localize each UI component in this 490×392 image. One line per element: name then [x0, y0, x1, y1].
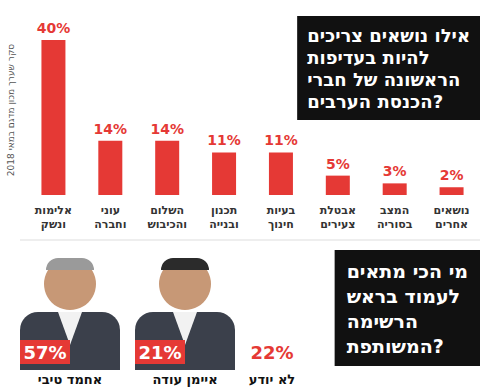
svg-text:המצב: המצב: [380, 204, 409, 217]
svg-text:אילו נושאים צריכים: אילו נושאים צריכים: [307, 25, 470, 46]
svg-text:3%: 3%: [383, 163, 407, 179]
svg-text:הכנסת הערבים?: הכנסת הערבים?: [307, 91, 443, 112]
svg-text:57%: 57%: [23, 342, 66, 363]
svg-text:ונשק: ונשק: [41, 218, 66, 231]
svg-text:והכיבוש: והכיבוש: [147, 218, 187, 231]
svg-text:14%: 14%: [94, 121, 128, 137]
svg-text:2%: 2%: [440, 167, 464, 183]
svg-text:11%: 11%: [264, 132, 298, 148]
svg-text:חינוך: חינוך: [268, 218, 294, 231]
svg-text:22%: 22%: [250, 342, 293, 363]
svg-text:5%: 5%: [326, 156, 350, 172]
svg-text:הרשימה: הרשימה: [347, 310, 418, 332]
svg-text:להיות בעדיפות: להיות בעדיפות: [307, 47, 429, 68]
svg-text:תכנון: תכנון: [211, 204, 237, 217]
svg-text:14%: 14%: [150, 121, 184, 137]
svg-text:איימן עודה: איימן עודה: [152, 372, 217, 387]
svg-text:לעמוד בראש: לעמוד בראש: [347, 285, 460, 307]
svg-text:לא יודע: לא יודע: [249, 372, 295, 387]
svg-text:אחמד טיבי: אחמד טיבי: [38, 372, 102, 387]
svg-text:השלום: השלום: [150, 204, 184, 217]
svg-text:בסוריה: בסוריה: [377, 218, 413, 231]
svg-text:11%: 11%: [207, 132, 241, 148]
svg-text:21%: 21%: [138, 342, 181, 363]
svg-text:המשותפת?: המשותפת?: [347, 335, 444, 357]
svg-text:מי הכי מתאים: מי הכי מתאים: [347, 260, 468, 282]
svg-text:40%: 40%: [37, 20, 71, 36]
svg-text:בעיות: בעיות: [267, 204, 296, 217]
svg-text:אלימות: אלימות: [35, 204, 72, 217]
svg-text:אחרים: אחרים: [435, 218, 468, 231]
svg-text:ובנייה: ובנייה: [209, 218, 239, 231]
svg-text:וחברה: וחברה: [94, 218, 126, 231]
svg-text:צעירים: צעירים: [320, 218, 355, 231]
svg-text:עוני: עוני: [101, 204, 120, 217]
svg-text:נושאים: נושאים: [434, 204, 470, 217]
svg-text:אבטלת: אבטלת: [320, 204, 356, 217]
svg-text:סקר שערך מכון מדגם במאי 2018: סקר שערך מכון מדגם במאי 2018: [6, 44, 16, 176]
svg-text:הראשונה של חברי: הראשונה של חברי: [307, 69, 460, 90]
